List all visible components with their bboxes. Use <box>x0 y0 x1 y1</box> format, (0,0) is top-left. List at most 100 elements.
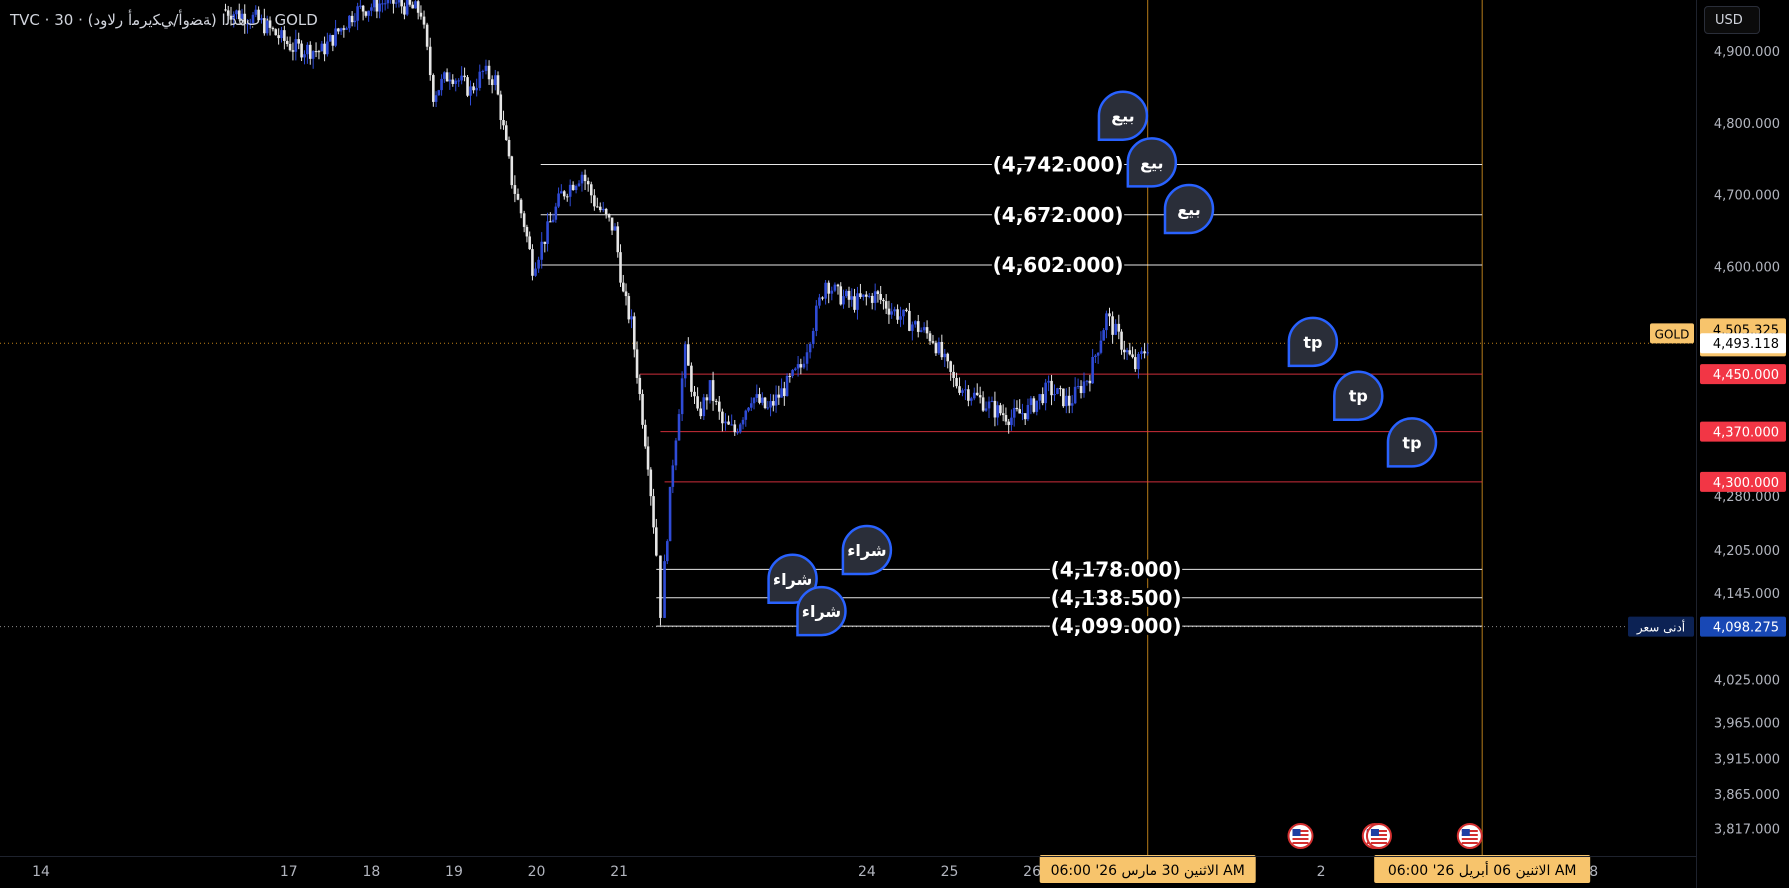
marker-label: tp <box>1303 333 1322 352</box>
marker-pin-shape <box>1097 90 1149 141</box>
candle-body <box>638 377 642 395</box>
candle-body <box>972 392 976 399</box>
candle-body <box>311 51 315 59</box>
candle-body <box>437 90 441 96</box>
symbol-tag-label: GOLD <box>1655 327 1690 341</box>
candle-body <box>466 77 469 96</box>
candle-body <box>836 284 840 287</box>
candle-body <box>546 221 549 244</box>
candle-body <box>905 309 908 311</box>
candle-body <box>677 414 681 441</box>
candle-body <box>1038 394 1042 401</box>
trade-marker[interactable]: tp <box>1333 370 1384 421</box>
price-tick-label: 4,700.000 <box>1714 189 1780 204</box>
time-crosshair-label: 06:00 '26 الاثنين 30 مارس AM <box>1051 863 1245 879</box>
candle-body <box>1091 356 1094 384</box>
candle-body <box>246 23 249 25</box>
trade-marker[interactable]: tp <box>1386 417 1438 468</box>
us-flag-event-icon[interactable] <box>1287 823 1314 849</box>
candle-body <box>1140 351 1143 354</box>
candle-body <box>229 15 233 20</box>
candle-body <box>916 321 920 332</box>
candle-body <box>705 397 709 401</box>
candle-body <box>1007 421 1010 426</box>
candle-body <box>300 43 303 58</box>
candle-body <box>769 401 772 408</box>
price-tick-label: 4,145.000 <box>1714 587 1780 602</box>
candle-body <box>702 397 706 417</box>
trade-marker[interactable]: tp <box>1287 316 1339 368</box>
candle-body <box>589 184 593 196</box>
candle-body <box>1085 380 1089 382</box>
price-axis-divider <box>1696 0 1697 888</box>
candle-body <box>1012 407 1016 418</box>
marker-label: بيع <box>1140 153 1163 172</box>
time-crosshair-tag[interactable] <box>1039 855 1256 883</box>
candle-body <box>586 181 590 185</box>
candle-body <box>958 386 961 393</box>
time-tick-label: 14 <box>32 864 50 880</box>
candle-body <box>859 293 862 298</box>
candle-body <box>699 408 702 417</box>
candle-body <box>598 206 602 211</box>
candle-body <box>510 156 514 186</box>
us-flag-event-icon[interactable] <box>1456 823 1483 849</box>
level-label: (4,138.500) <box>1051 586 1182 610</box>
price-axis[interactable]: 4,900.000 4,800.000 4,700.000 4,600.000 4,28… <box>1628 45 1786 838</box>
candle-body <box>372 0 376 8</box>
candle-body <box>551 219 555 223</box>
marker-pin-shape <box>841 524 893 576</box>
price-tick-label: 4,800.000 <box>1714 117 1780 132</box>
level-price-tag[interactable] <box>1700 364 1786 385</box>
candle-body <box>873 291 877 303</box>
level-label: (4,742.000) <box>993 153 1124 177</box>
marker-pin-shape <box>796 585 847 637</box>
candle-body <box>1010 417 1013 426</box>
currency-button[interactable]: USD <box>1704 6 1760 34</box>
candle-body <box>596 206 599 208</box>
candle-body <box>522 213 526 227</box>
candle-body <box>560 191 563 194</box>
candle-body <box>251 14 255 24</box>
low-price-tag[interactable] <box>1700 616 1786 637</box>
candle-body <box>721 411 724 424</box>
candle-body <box>443 72 446 79</box>
candle-body <box>641 394 644 425</box>
candle-body <box>383 3 387 5</box>
time-crosshair-tag[interactable] <box>1374 855 1591 883</box>
candle-body <box>1062 388 1065 407</box>
level-price-tag[interactable] <box>1700 471 1786 492</box>
flag-stripe <box>1461 838 1478 840</box>
candle-body <box>1015 407 1019 410</box>
crosshair-price-tag[interactable] <box>1700 333 1786 354</box>
candle-body <box>975 392 979 396</box>
us-flag-event-icon[interactable] <box>1365 823 1392 849</box>
trade-marker[interactable]: شراء <box>841 524 893 576</box>
level-price-tag[interactable] <box>1700 421 1786 442</box>
candle-body <box>987 401 991 409</box>
candle-body <box>847 290 851 300</box>
candle-body <box>463 75 466 78</box>
low-price-label: 4,098.275 <box>1713 621 1779 636</box>
candle-body <box>649 469 653 497</box>
candle-body <box>928 333 932 342</box>
candle-body <box>763 397 767 408</box>
time-axis[interactable]: 14171819202124252627أبريل2806:00 '26 الا… <box>32 823 1598 883</box>
level-label: (4,672.000) <box>993 203 1124 227</box>
candle-body <box>630 316 633 320</box>
candles-layer <box>224 0 1150 626</box>
candle-body <box>361 5 365 12</box>
candle-body <box>224 9 227 11</box>
flag-stripe <box>1292 842 1309 844</box>
marker-pin-shape <box>1287 316 1339 368</box>
candle-body <box>690 365 693 392</box>
trade-marker[interactable]: بيع <box>1163 183 1215 235</box>
trade-marker[interactable]: بيع <box>1126 137 1178 188</box>
trade-marker[interactable]: بيع <box>1097 90 1149 141</box>
candle-body <box>537 259 540 269</box>
price-tick-label: 3,965.000 <box>1714 716 1780 731</box>
candle-body <box>277 35 280 39</box>
time-crosshair-label: 06:00 '26 الاثنين 06 أبريل AM <box>1388 861 1577 879</box>
trade-marker[interactable]: شراء <box>796 585 847 637</box>
